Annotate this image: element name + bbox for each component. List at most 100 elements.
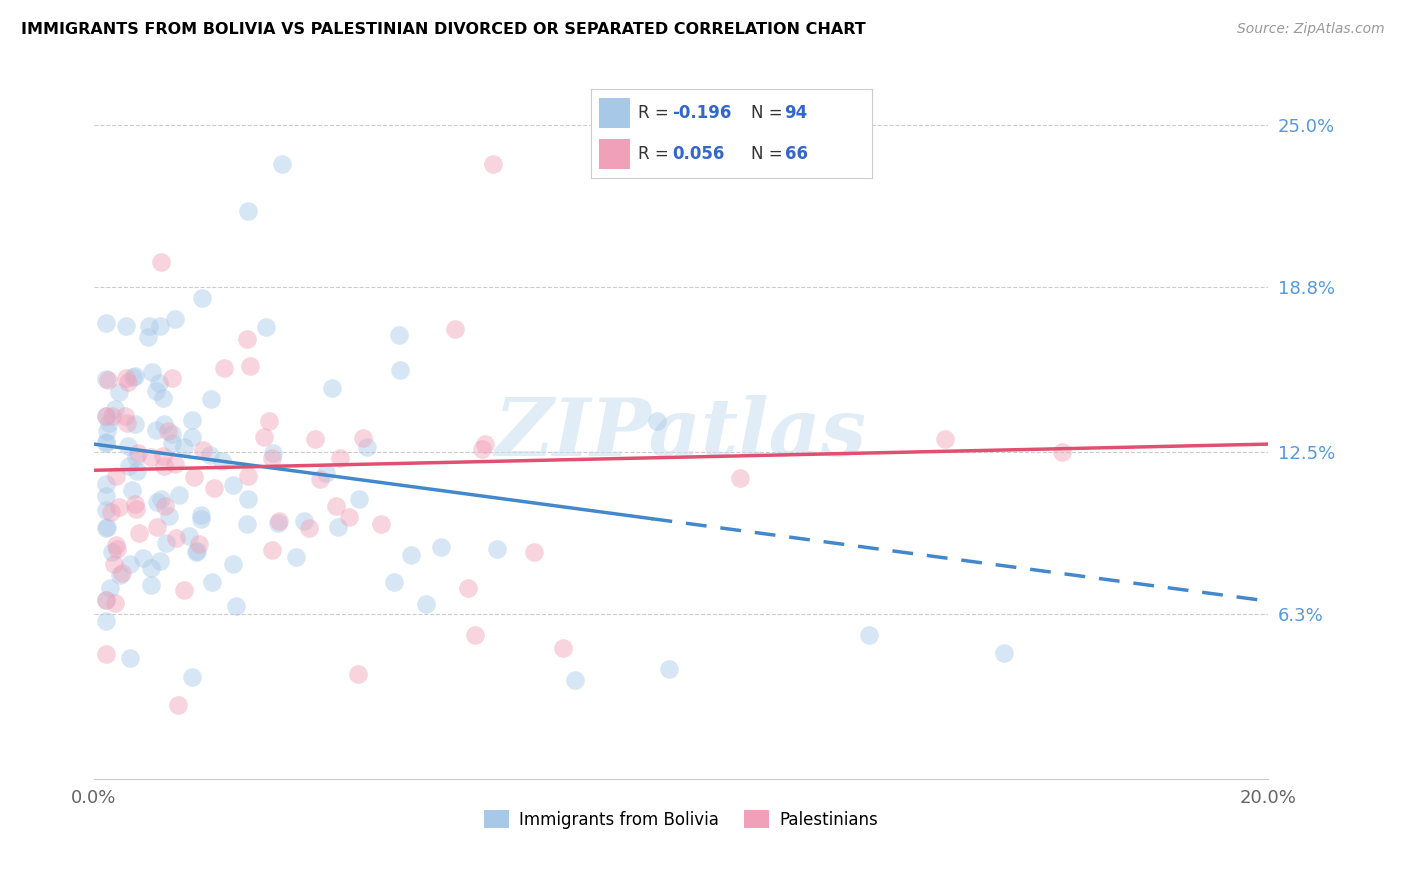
Point xyxy=(254,320,277,334)
Point xyxy=(150,491,173,506)
Point xyxy=(124,368,146,383)
Point xyxy=(347,491,370,506)
Point xyxy=(107,384,129,399)
Point xyxy=(94,648,117,662)
Point xyxy=(934,432,956,446)
Point xyxy=(163,457,186,471)
Point xyxy=(474,437,496,451)
Point xyxy=(304,432,326,446)
Point xyxy=(321,381,343,395)
Point xyxy=(165,531,187,545)
Point xyxy=(167,488,190,502)
Point xyxy=(163,311,186,326)
Point xyxy=(260,451,283,466)
Point xyxy=(125,502,148,516)
Point xyxy=(257,414,280,428)
Point xyxy=(173,440,195,454)
Text: N =: N = xyxy=(751,104,787,122)
Text: R =: R = xyxy=(638,104,675,122)
Point xyxy=(523,545,546,559)
Point xyxy=(267,516,290,530)
Point xyxy=(149,319,172,334)
Point xyxy=(110,566,132,580)
Point xyxy=(117,376,139,390)
Point xyxy=(388,363,411,377)
Point xyxy=(486,541,509,556)
Point xyxy=(157,425,180,439)
Point xyxy=(132,550,155,565)
Point xyxy=(325,499,347,513)
Point xyxy=(94,489,117,503)
Point xyxy=(94,477,117,491)
Point xyxy=(347,667,370,681)
Point xyxy=(399,548,422,562)
Point xyxy=(149,254,172,268)
Point xyxy=(139,578,162,592)
Legend: Immigrants from Bolivia, Palestinians: Immigrants from Bolivia, Palestinians xyxy=(478,804,884,835)
Point xyxy=(482,157,505,171)
Point xyxy=(94,614,117,628)
Point xyxy=(125,450,148,464)
Text: ZIPatlas: ZIPatlas xyxy=(495,395,868,473)
Point xyxy=(146,495,169,509)
Point xyxy=(202,481,225,495)
Point xyxy=(198,448,221,462)
Point xyxy=(285,549,308,564)
Point xyxy=(153,499,176,513)
Point xyxy=(94,435,117,450)
Point xyxy=(160,436,183,450)
Point xyxy=(658,662,681,676)
Point xyxy=(470,442,492,456)
Point xyxy=(235,332,257,346)
Point xyxy=(239,359,262,373)
Point xyxy=(145,423,167,437)
Point xyxy=(100,505,122,519)
Point xyxy=(115,318,138,333)
Point xyxy=(105,542,128,557)
Point xyxy=(114,409,136,423)
Point xyxy=(127,446,149,460)
Point xyxy=(118,458,141,473)
Point xyxy=(382,574,405,589)
Point xyxy=(181,413,204,427)
Point xyxy=(186,544,208,558)
Point xyxy=(191,443,214,458)
Point xyxy=(118,557,141,571)
Point xyxy=(148,376,170,390)
FancyBboxPatch shape xyxy=(599,98,630,128)
Point xyxy=(98,581,121,595)
Point xyxy=(103,402,125,417)
Point xyxy=(352,431,374,445)
Point xyxy=(329,451,352,466)
Point xyxy=(120,650,142,665)
Point xyxy=(166,698,188,712)
Point xyxy=(117,439,139,453)
Point xyxy=(326,520,349,534)
Point xyxy=(160,371,183,385)
Point xyxy=(101,409,124,423)
Point xyxy=(370,516,392,531)
Text: 66: 66 xyxy=(785,145,807,163)
Point xyxy=(253,430,276,444)
Point xyxy=(103,557,125,571)
Point xyxy=(139,450,162,465)
Point xyxy=(122,369,145,384)
Point xyxy=(728,471,751,485)
Point xyxy=(124,417,146,431)
Point xyxy=(96,520,118,534)
Point xyxy=(222,557,245,571)
Point xyxy=(292,514,315,528)
Point xyxy=(180,670,202,684)
Point xyxy=(309,472,332,486)
Point xyxy=(121,483,143,497)
Point xyxy=(94,434,117,449)
Text: Source: ZipAtlas.com: Source: ZipAtlas.com xyxy=(1237,22,1385,37)
Point xyxy=(153,459,176,474)
Point xyxy=(181,429,204,443)
Point xyxy=(191,291,214,305)
Point xyxy=(298,520,321,534)
Point xyxy=(146,520,169,534)
Point xyxy=(262,446,284,460)
Text: N =: N = xyxy=(751,145,787,163)
Text: -0.196: -0.196 xyxy=(672,104,731,122)
